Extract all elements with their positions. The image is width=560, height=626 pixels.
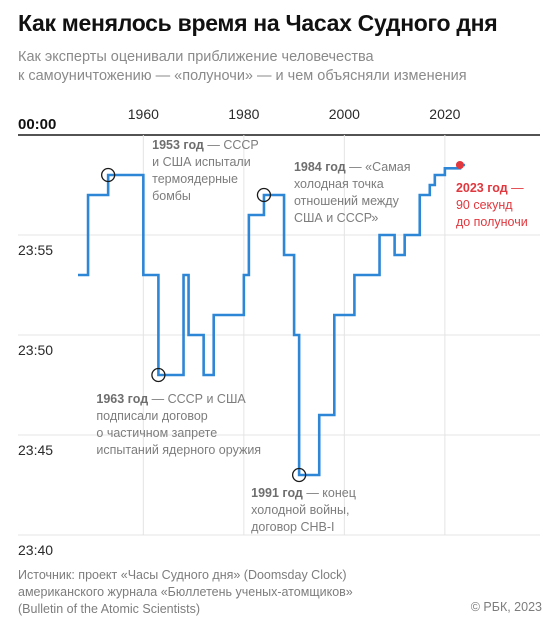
annotation-line: и США испытали — [152, 155, 251, 169]
doomsday-clock-chart: 00:00 23:55 23:50 23:45 23:40 1960 1980 2000 202… — [18, 106, 540, 558]
annotation-marker — [256, 187, 272, 203]
series-line — [78, 163, 465, 477]
annotation-line: 1984 год — «Самая — [294, 160, 411, 174]
x-tick-label: 1980 — [228, 106, 259, 122]
annotation-marker — [291, 467, 307, 483]
y-tick-label: 00:00 — [18, 116, 56, 133]
source-line: (Bulletin of the Atomic Scientists) — [18, 602, 201, 616]
annotation-text: 1953 год — СССР и США испытали термоядерны… — [152, 138, 259, 203]
annotation-dot — [455, 161, 464, 169]
subtitle-line: Как эксперты оценивали приближение челов… — [18, 49, 374, 65]
copyright: © РБК, 2023 — [470, 600, 542, 614]
y-tick-label: 23:45 — [18, 442, 53, 458]
annotation-line: 1991 год — конец — [251, 486, 356, 500]
annotation-line: холодной войны, — [251, 503, 349, 517]
y-tick-label: 23:55 — [18, 242, 53, 258]
y-tick-label: 23:50 — [18, 342, 53, 358]
x-tick-label: 1960 — [128, 106, 159, 122]
annotation-year: 2023 год — [456, 181, 508, 195]
annotation-line: отношений между — [294, 194, 400, 208]
annotation-text: 1991 год — конец холодной войны, договор С… — [251, 486, 356, 534]
annotation-line: о частичном запрете — [96, 426, 217, 440]
chart-title: Как менялось время на Часах Судного дня — [18, 10, 498, 36]
annotation-line: термоядерные — [152, 172, 238, 186]
y-tick-label: 23:40 — [18, 542, 53, 558]
source-line: американского журнала «Бюллетень ученых-… — [18, 585, 353, 599]
annotation-line: холодная точка — [294, 177, 384, 191]
annotation-line: 90 секунд — [456, 198, 513, 212]
source-line: Источник: проект «Часы Судного дня» (Doo… — [18, 568, 347, 582]
annotation-line: до полуночи — [456, 215, 528, 229]
annotation-line: 1953 год — СССР — [152, 138, 259, 152]
chart-subtitle: Как эксперты оценивали приближение челов… — [18, 48, 538, 86]
annotation-line: 2023 год — — [456, 181, 524, 195]
annotation-marker — [101, 167, 116, 183]
source-note: Источник: проект «Часы Судного дня» (Doo… — [18, 567, 353, 618]
annotation-line: испытаний ядерного оружия — [96, 443, 261, 457]
x-tick-label: 2020 — [429, 106, 460, 122]
annotation-year: 1991 год — [251, 486, 303, 500]
annotation-line: США и СССР» — [294, 211, 378, 225]
annotation-line: бомбы — [152, 189, 191, 203]
annotation-year: 1953 год — [152, 138, 204, 152]
annotation-marker — [151, 367, 166, 383]
annotation-year: 1963 год — [96, 392, 148, 406]
annotation-line: подписали договор — [96, 409, 207, 423]
annotation-text: 1984 год — «Самая холодная точка отношений… — [294, 160, 411, 225]
subtitle-line: к самоуничтожению — «полуночи» — и чем о… — [18, 68, 467, 84]
annotation-line: 1963 год — СССР и США — [96, 392, 246, 406]
annotation-text: 1963 год — СССР и США подписали договор о … — [96, 392, 261, 457]
annotation-year: 1984 год — [294, 160, 346, 174]
annotation-text: 2023 год — 90 секунд до полуночи — [456, 181, 528, 229]
annotation-line: договор СНВ-I — [251, 520, 334, 534]
x-tick-label: 2000 — [329, 106, 360, 122]
